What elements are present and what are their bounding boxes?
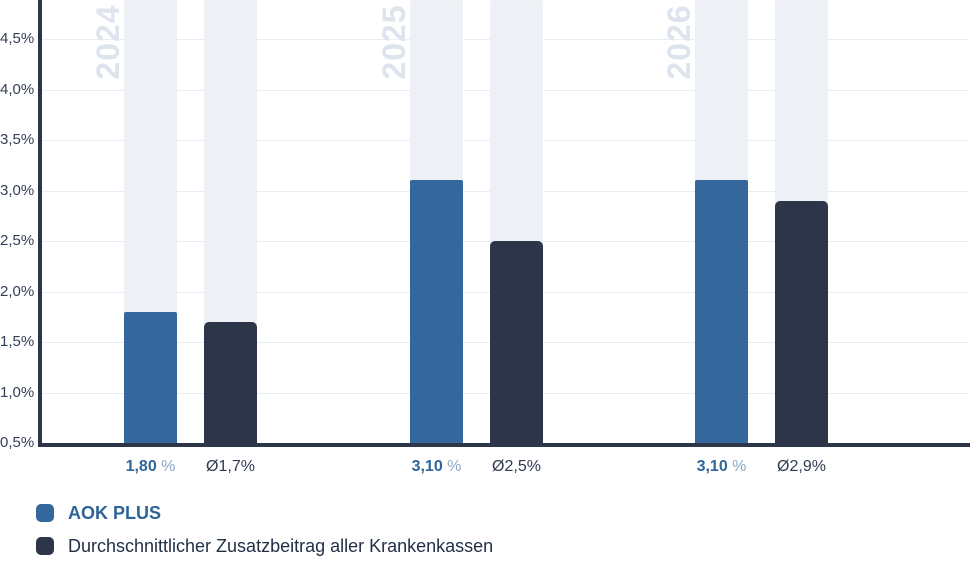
x-axis-line	[38, 443, 970, 447]
legend-item-aok-plus[interactable]: AOK PLUS	[36, 503, 493, 523]
legend-item-average[interactable]: Durchschnittlicher Zusatzbeitrag aller K…	[36, 536, 493, 556]
percent-sign: %	[447, 458, 462, 475]
bar-average-2026[interactable]	[775, 201, 828, 443]
bar-chart-plot-area: 4,5% 4,0% 3,5% 3,0% 2,5% 2,0% 1,5% 1,0% 0,5% 2024…	[0, 0, 970, 476]
bar-average-2024[interactable]	[204, 322, 257, 443]
year-label-2024: 2024	[90, 4, 126, 80]
value-label-average-2026: Ø2,9%	[777, 458, 826, 475]
y-axis-tick-label: 0,5%	[0, 434, 35, 451]
legend-swatch-average	[36, 537, 54, 555]
y-axis-tick-label: 3,0%	[0, 182, 35, 199]
y-axis-tick-label: 3,5%	[0, 131, 35, 148]
bar-aok-plus-2025[interactable]	[410, 180, 463, 443]
legend-label-average: Durchschnittlicher Zusatzbeitrag aller K…	[68, 536, 494, 556]
y-axis-line	[38, 0, 42, 447]
bar-average-2025[interactable]	[490, 241, 543, 443]
y-axis-tick-label: 1,5%	[0, 333, 35, 350]
bar-aok-plus-2026[interactable]	[695, 180, 748, 443]
y-axis-tick-label: 2,0%	[0, 283, 35, 300]
year-label-2025: 2025	[376, 4, 412, 80]
value-number: 1,80	[125, 458, 157, 475]
value-number: 3,10	[411, 458, 443, 475]
chart-legend: AOK PLUS Durchschnittlicher Zusatzbeitra…	[36, 503, 493, 569]
legend-label-aok-plus: AOK PLUS	[68, 503, 162, 523]
y-axis-tick-label: 4,0%	[0, 81, 35, 98]
year-label-2026: 2026	[661, 4, 697, 80]
y-axis-tick-label: 2,5%	[0, 232, 35, 249]
value-label-average-2025: Ø2,5%	[492, 458, 541, 475]
legend-swatch-aok-plus	[36, 504, 54, 522]
percent-sign: %	[161, 458, 176, 475]
value-number: 3,10	[696, 458, 728, 475]
value-label-aok-plus-2025: 3,10 %	[382, 458, 492, 476]
y-axis-tick-label: 1,0%	[0, 384, 35, 401]
value-label-aok-plus-2024: 1,80 %	[96, 458, 206, 476]
value-label-aok-plus-2026: 3,10 %	[667, 458, 777, 476]
bar-aok-plus-2024[interactable]	[124, 312, 177, 443]
y-axis-tick-label: 4,5%	[0, 30, 35, 47]
value-label-average-2024: Ø1,7%	[206, 458, 255, 475]
percent-sign: %	[732, 458, 747, 475]
